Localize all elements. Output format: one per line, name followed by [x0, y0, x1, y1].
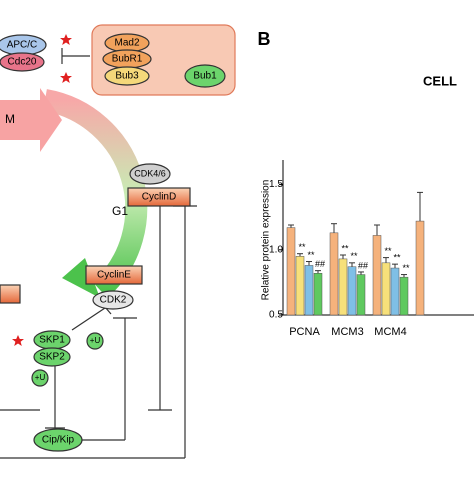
bar	[286, 227, 296, 316]
bar	[347, 266, 357, 316]
node	[127, 187, 191, 207]
bar	[295, 256, 305, 316]
node	[0, 52, 45, 72]
significance-label: **	[393, 253, 401, 263]
bar	[313, 273, 323, 316]
node	[33, 428, 83, 452]
significance-label: **	[384, 246, 392, 256]
bar	[381, 262, 391, 316]
bar	[329, 232, 339, 316]
node-label: CyclinE	[97, 270, 131, 281]
bar	[338, 258, 348, 316]
arrow-head	[62, 258, 100, 298]
node-label: Cip/Kip	[42, 435, 75, 446]
x-tick-label: MCM4	[374, 326, 406, 338]
x-tick-label: PCNA	[289, 326, 320, 338]
node-label: BubR1	[112, 54, 143, 65]
x-tick-label: MCM3	[331, 326, 363, 338]
chart-title: CELL	[423, 73, 457, 88]
significance-label: ##	[315, 259, 325, 269]
diagram	[0, 24, 236, 459]
y-tick-label: 0.5	[269, 310, 283, 321]
significance-label: **	[341, 243, 349, 253]
bar	[415, 220, 425, 316]
node	[92, 290, 134, 310]
m-arrow	[0, 88, 62, 152]
significance-label: ##	[358, 260, 368, 270]
cycle-arrow	[42, 89, 148, 299]
node-label: CDK4/6	[134, 168, 166, 178]
star	[60, 34, 72, 45]
stars	[12, 34, 72, 346]
bar	[372, 235, 382, 316]
y-tick-label: 1.5	[269, 179, 283, 190]
star	[60, 72, 72, 83]
node	[129, 163, 171, 185]
pathway-line	[71, 307, 106, 331]
significance-label: **	[402, 263, 410, 273]
node	[104, 66, 150, 86]
significance-label: **	[350, 251, 358, 261]
node-label: Cdc20	[8, 57, 37, 68]
bar	[390, 267, 400, 316]
diagram-labels: APC/C Cdc20 Mad2 BubR1 Bub3 Bub1 M G1 CD…	[5, 38, 217, 446]
panel-label: B	[258, 29, 271, 49]
phase-label: G1	[112, 204, 128, 218]
node-label: CDK2	[100, 295, 127, 306]
node-label: SKP1	[39, 335, 65, 346]
node-label: Bub1	[193, 71, 217, 82]
node	[31, 369, 49, 387]
node	[33, 347, 71, 367]
y-tick-label: 1.0	[269, 244, 283, 255]
node	[85, 265, 143, 285]
phase-label: M	[5, 112, 15, 126]
cyclin-box	[0, 284, 21, 304]
node-label: CyclinD	[142, 192, 176, 203]
bar	[304, 265, 314, 316]
node-label: APC/C	[7, 40, 38, 51]
y-axis-label: Relative protein expression	[261, 180, 272, 301]
node-label: SKP2	[39, 352, 65, 363]
star	[12, 335, 24, 346]
bar	[399, 276, 409, 316]
node	[86, 332, 104, 350]
node-label: Mad2	[114, 38, 139, 49]
significance-label: **	[307, 250, 315, 260]
node	[184, 64, 226, 88]
node-label: +U	[90, 336, 101, 345]
bar	[356, 274, 366, 316]
node-label: +U	[35, 373, 46, 382]
significance-label: **	[298, 242, 306, 252]
node-label: Bub3	[115, 71, 139, 82]
